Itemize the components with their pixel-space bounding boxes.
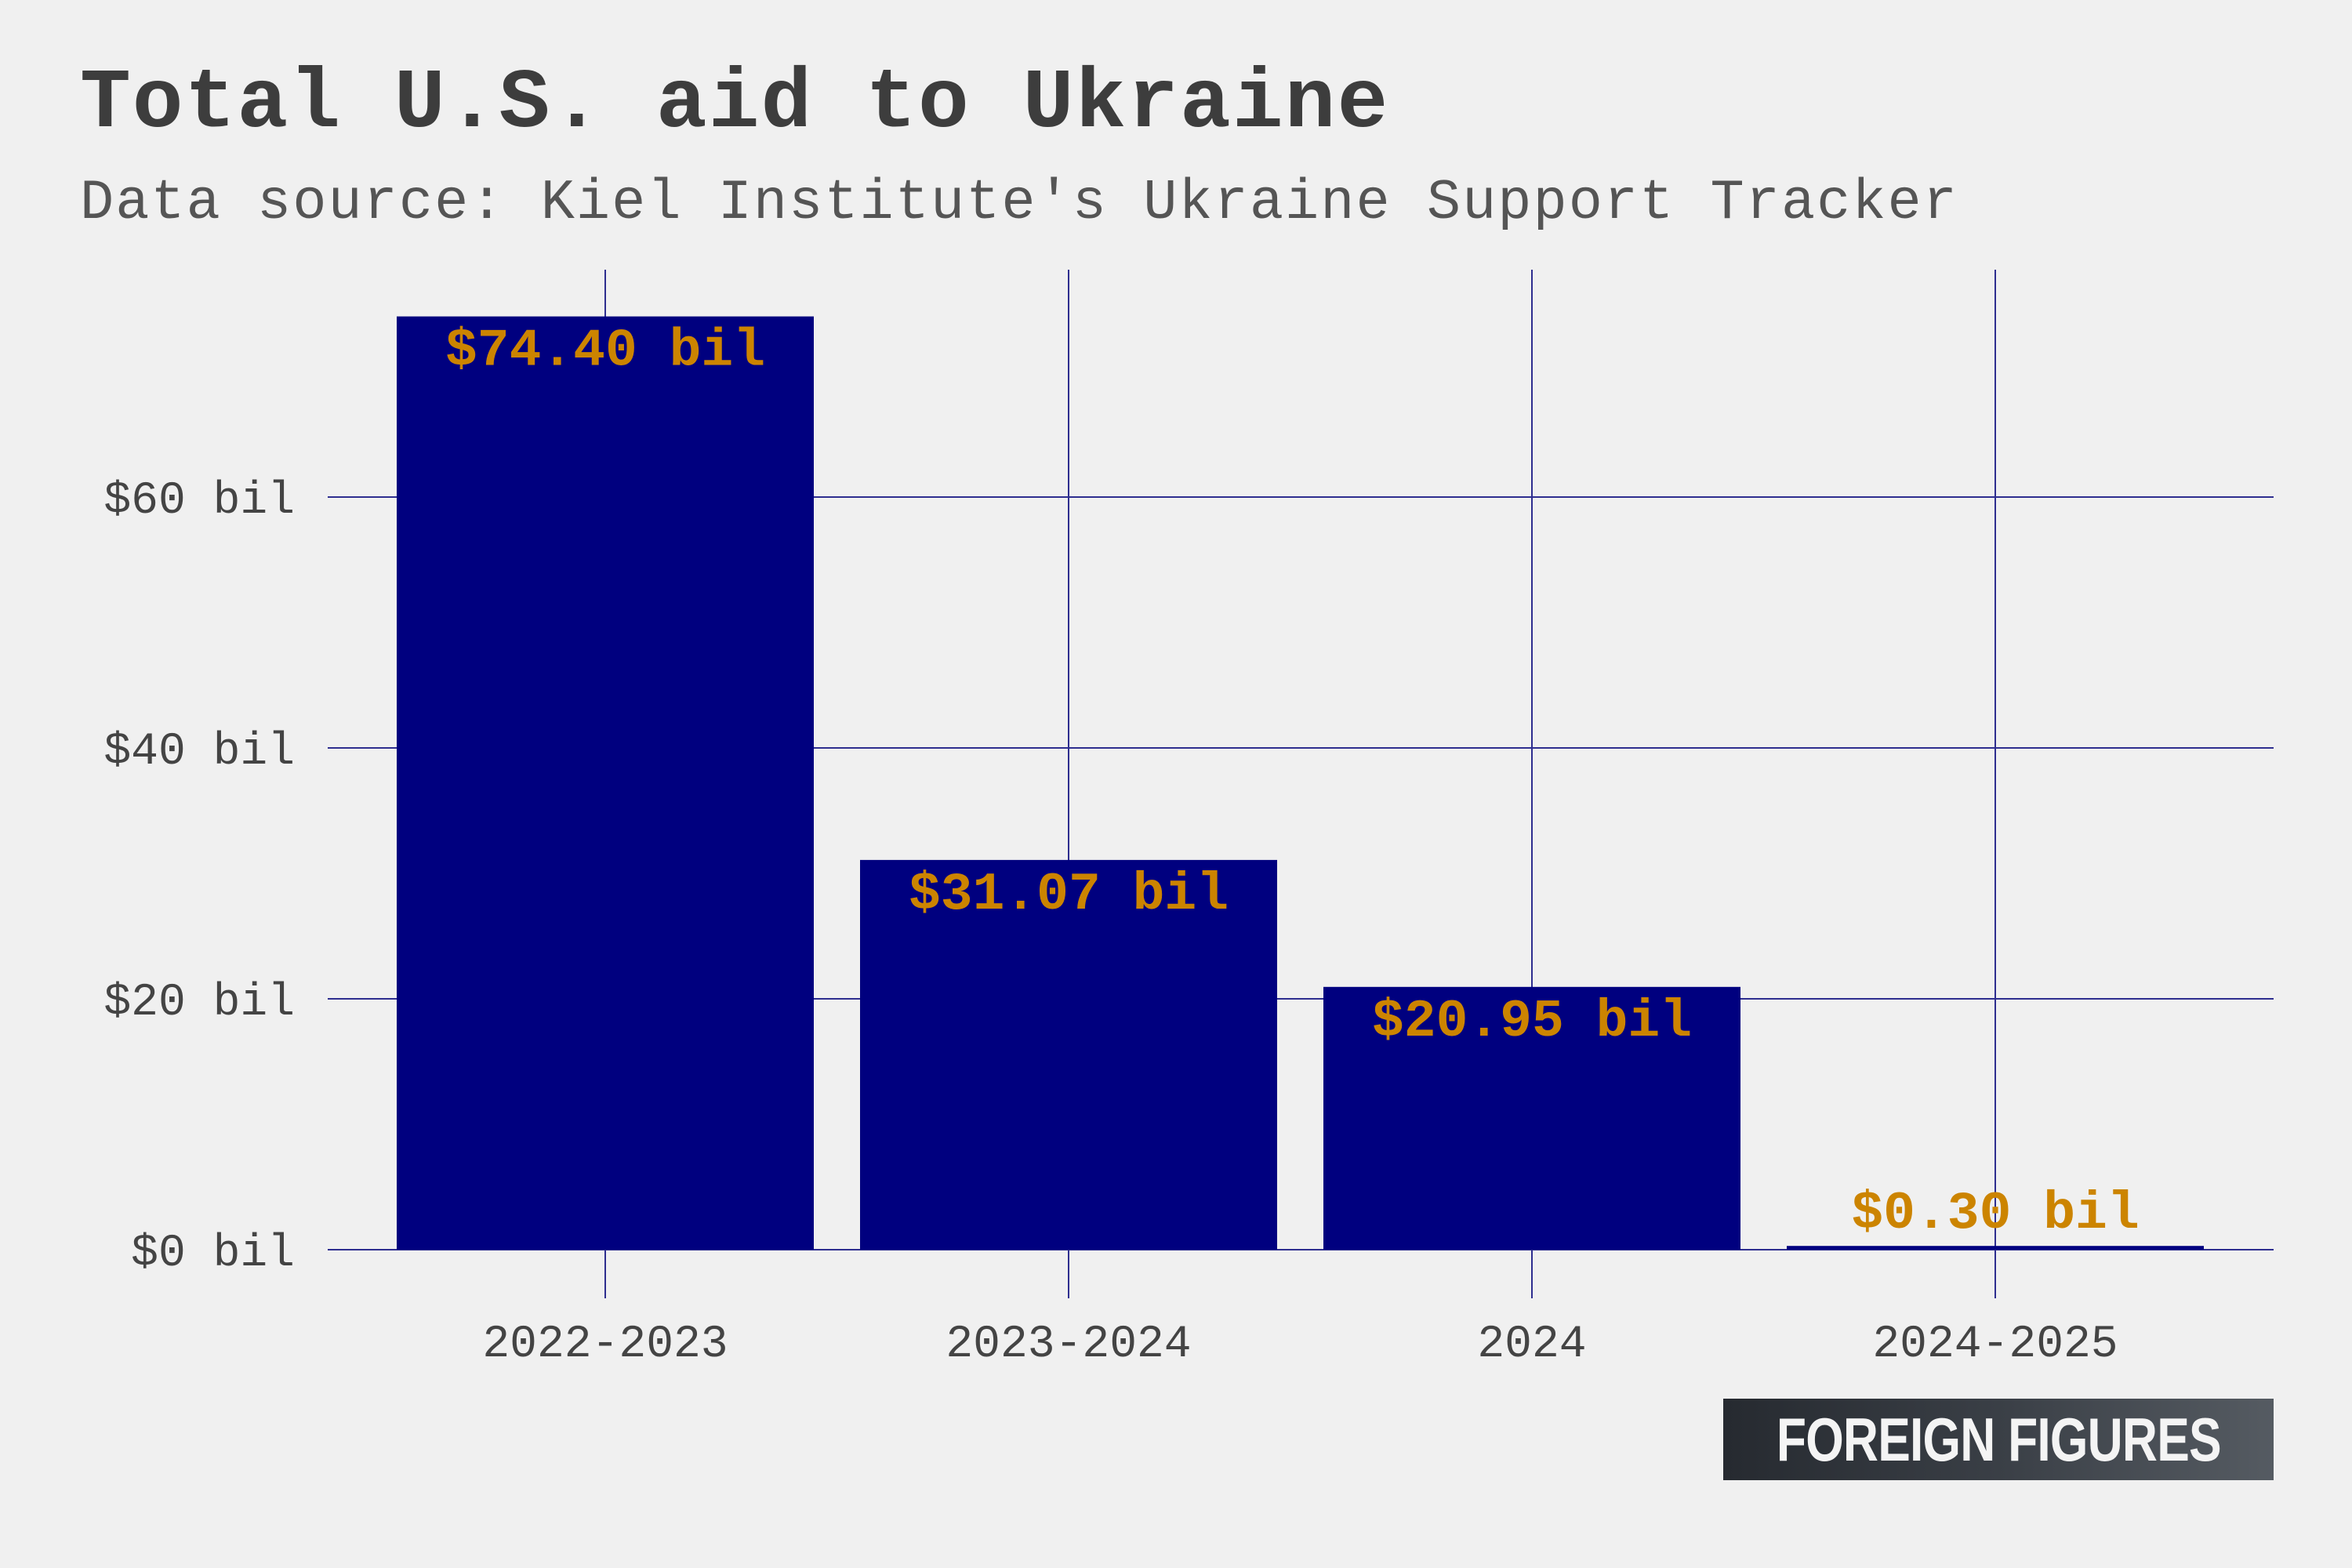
y-tick-label: $20 bil bbox=[103, 978, 295, 1029]
bar-value-label: $74.40 bil bbox=[445, 321, 765, 382]
x-tick-label: 2022-2023 bbox=[482, 1319, 728, 1370]
chart-title: Total U.S. aid to Ukraine bbox=[80, 56, 1390, 152]
chart-subtitle: Data source: Kiel Institute's Ukraine Su… bbox=[80, 171, 1958, 235]
x-tick-label: 2023-2024 bbox=[946, 1319, 1191, 1370]
y-tick-label: $40 bil bbox=[103, 727, 295, 778]
y-tick-label: $60 bil bbox=[103, 476, 295, 527]
bar bbox=[1323, 986, 1740, 1250]
bar-value-label: $31.07 bil bbox=[909, 865, 1229, 925]
bar-value-label: $20.95 bil bbox=[1372, 992, 1692, 1052]
bar bbox=[1787, 1246, 2204, 1250]
y-tick-label: $0 bil bbox=[131, 1229, 295, 1279]
x-tick-label: 2024-2025 bbox=[1872, 1319, 2118, 1370]
x-tick-label: 2024 bbox=[1477, 1319, 1586, 1370]
foreign-figures-logo: FOREIGN FIGURES bbox=[1723, 1399, 2274, 1480]
logo-text: FOREIGN FIGURES bbox=[1776, 1404, 2222, 1474]
bar bbox=[860, 859, 1277, 1250]
bar-value-label: $0.30 bil bbox=[1851, 1184, 2139, 1244]
bar bbox=[397, 316, 814, 1250]
